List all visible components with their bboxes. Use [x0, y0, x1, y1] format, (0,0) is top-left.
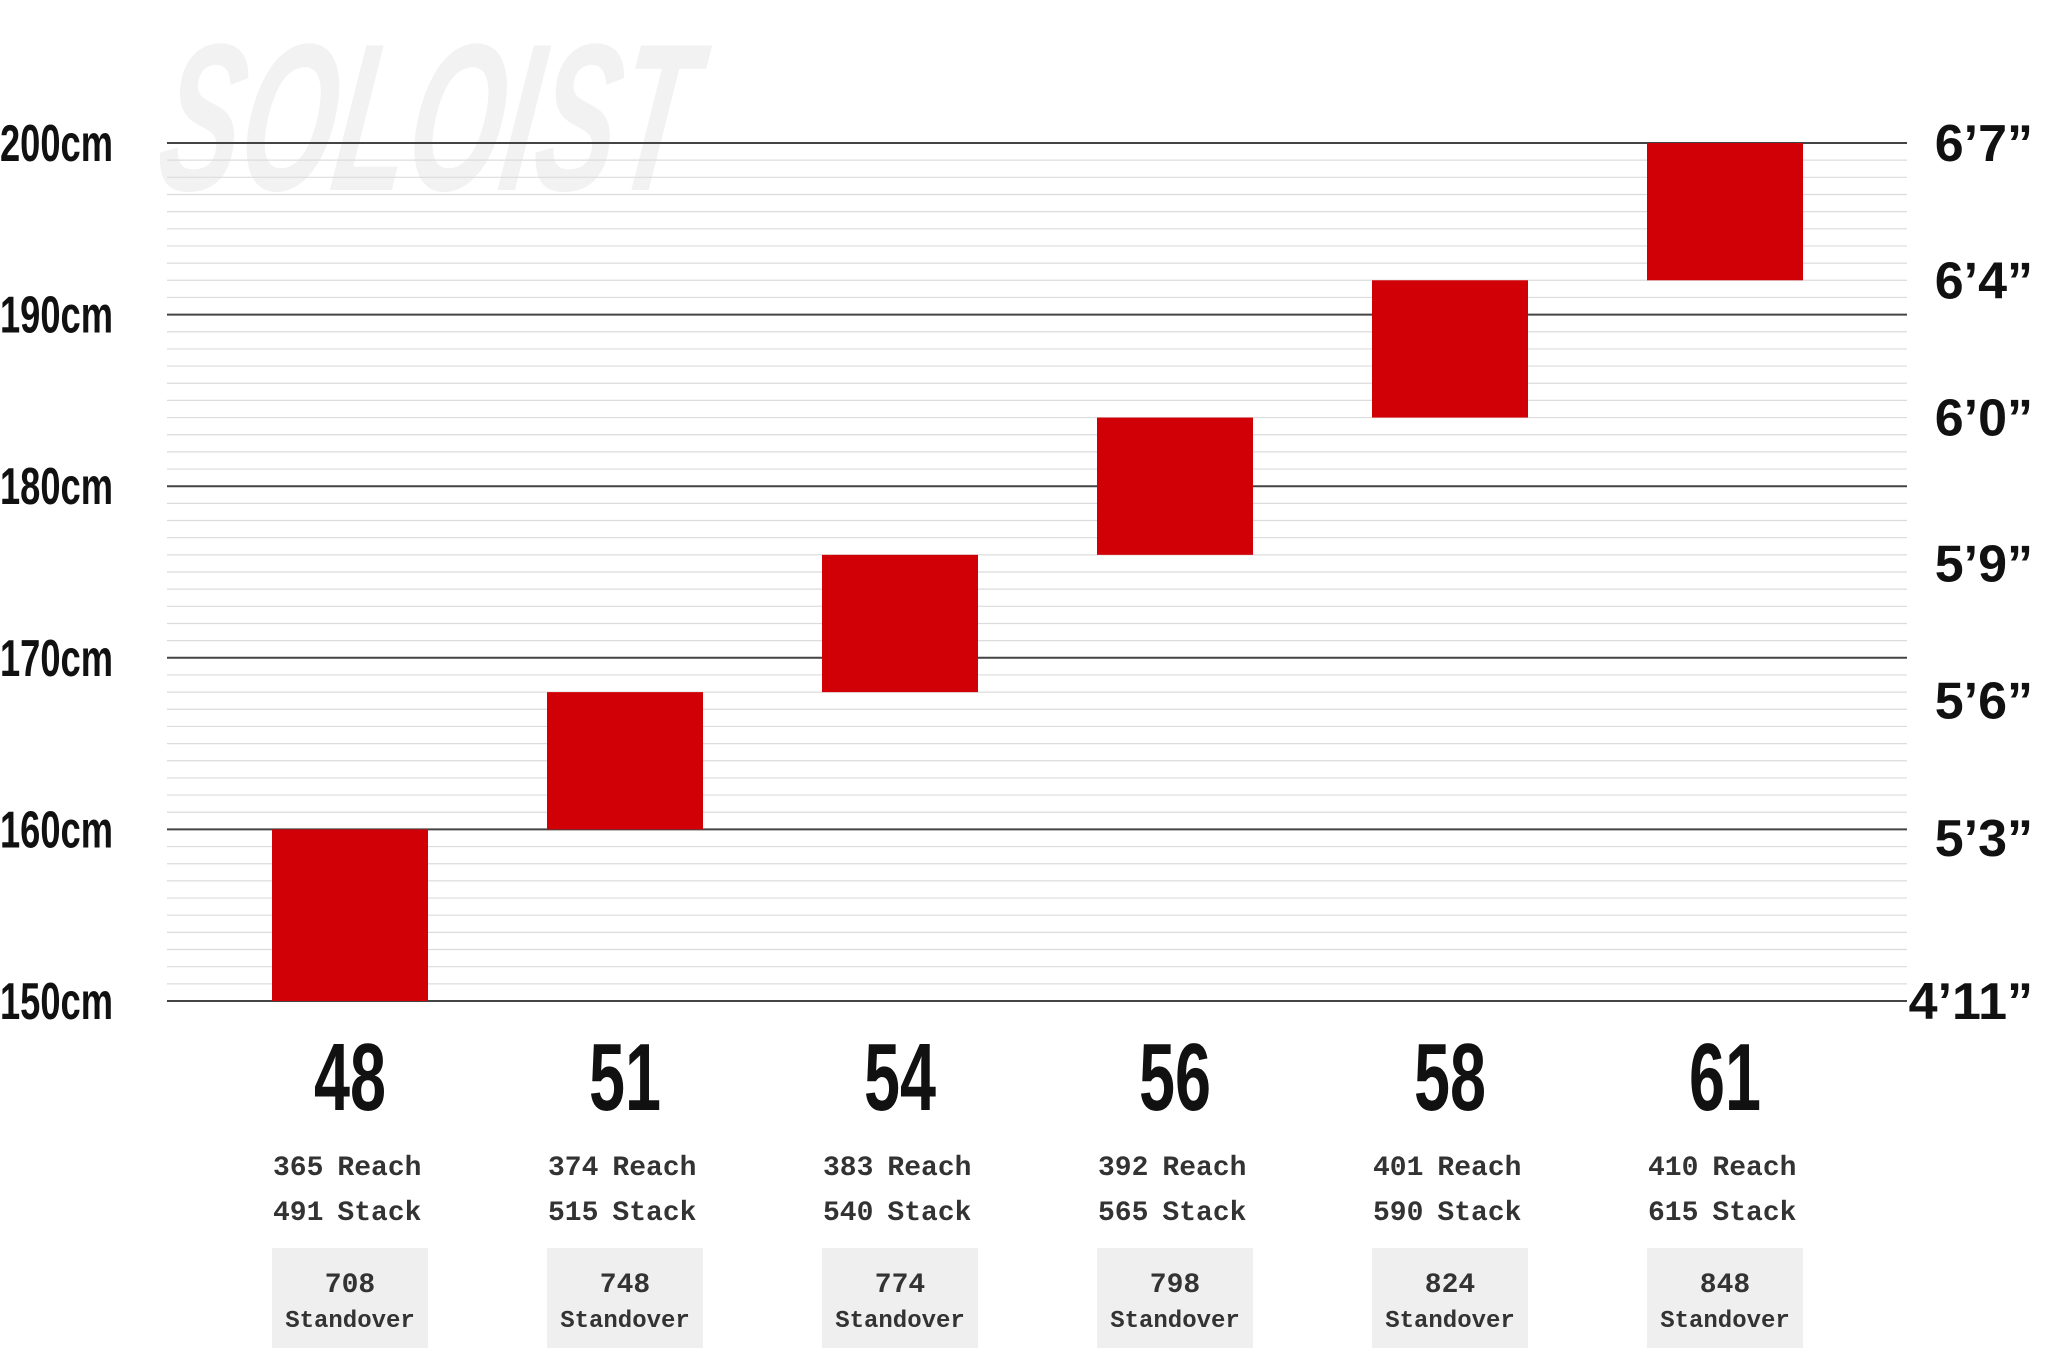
standover-label: Standover: [835, 1308, 965, 1335]
stack-number: 590: [1373, 1198, 1423, 1229]
reach-number: 401: [1373, 1153, 1423, 1184]
standover-value: 798: [1150, 1270, 1200, 1301]
stack-number: 515: [548, 1198, 598, 1229]
stack-label: Stack: [1162, 1198, 1246, 1229]
stack-value: 540 Stack: [823, 1198, 972, 1229]
standover-badge: [1647, 1248, 1803, 1348]
stack-value: 615 Stack: [1648, 1198, 1797, 1229]
left-axis-tick-label: 180cm: [0, 458, 113, 516]
watermark-logo: SOLOIST: [147, 0, 719, 235]
stack-value: 515 Stack: [548, 1198, 697, 1229]
reach-label: Reach: [1162, 1153, 1246, 1184]
reach-number: 392: [1098, 1153, 1148, 1184]
frame-size-label: 61: [1689, 1024, 1761, 1131]
stack-number: 615: [1648, 1198, 1698, 1229]
frame-size-label: 56: [1139, 1024, 1211, 1131]
height-range-bar: [1647, 143, 1803, 281]
left-axis-tick-label: 190cm: [0, 287, 113, 345]
right-axis-tick-label: 5’6”: [1935, 673, 2033, 731]
standover-badge: [822, 1248, 978, 1348]
height-range-bar: [272, 829, 428, 1001]
reach-value: 401 Reach: [1373, 1153, 1521, 1184]
reach-value: 365 Reach: [273, 1153, 421, 1184]
stack-label: Stack: [612, 1198, 696, 1229]
standover-value: 848: [1700, 1270, 1750, 1301]
right-axis-tick-label: 6’4”: [1935, 252, 2033, 310]
reach-value: 392 Reach: [1098, 1153, 1246, 1184]
reach-number: 374: [548, 1153, 598, 1184]
left-axis-tick-label: 170cm: [0, 630, 113, 688]
right-axis-tick-label: 6’0”: [1935, 390, 2033, 448]
standover-label: Standover: [1110, 1308, 1240, 1335]
left-axis: 200cm 190cm 180cm 170cm 160cm 150cm: [0, 115, 113, 1031]
reach-value: 410 Reach: [1648, 1153, 1796, 1184]
stack-number: 491: [273, 1198, 323, 1229]
right-axis-tick-label: 5’9”: [1935, 535, 2033, 593]
standover-value: 774: [875, 1270, 925, 1301]
reach-number: 365: [273, 1153, 323, 1184]
right-axis: 6’7” 6’4” 6’0” 5’9” 5’6” 5’3” 4’11”: [1909, 115, 2033, 1031]
reach-label: Reach: [887, 1153, 971, 1184]
right-axis-tick-label: 4’11”: [1909, 973, 2033, 1031]
left-axis-tick-label: 160cm: [0, 801, 113, 859]
standover-label: Standover: [560, 1308, 690, 1335]
standover-badge: [1097, 1248, 1253, 1348]
standover-label: Standover: [1660, 1308, 1790, 1335]
stack-value: 491 Stack: [273, 1198, 422, 1229]
stack-label: Stack: [887, 1198, 971, 1229]
reach-label: Reach: [1712, 1153, 1796, 1184]
standover-badge: [547, 1248, 703, 1348]
left-axis-tick-label: 150cm: [0, 973, 113, 1031]
grid: [167, 142, 1907, 1002]
standover-badge: [1372, 1248, 1528, 1348]
height-range-bar: [822, 554, 978, 693]
left-axis-tick-label: 200cm: [0, 115, 113, 173]
stack-number: 565: [1098, 1198, 1148, 1229]
bars: [272, 143, 1803, 1001]
height-range-bar: [1372, 280, 1528, 418]
right-axis-tick-label: 5’3”: [1935, 810, 2033, 868]
stack-label: Stack: [1437, 1198, 1521, 1229]
stack-number: 540: [823, 1198, 873, 1229]
reach-number: 410: [1648, 1153, 1698, 1184]
standover-label: Standover: [285, 1308, 415, 1335]
frame-size-label: 54: [864, 1024, 936, 1131]
standover-value: 748: [600, 1270, 650, 1301]
frame-size-label: 48: [314, 1024, 386, 1131]
reach-label: Reach: [1437, 1153, 1521, 1184]
stack-label: Stack: [1712, 1198, 1796, 1229]
standover-value: 824: [1425, 1270, 1475, 1301]
standover-label: Standover: [1385, 1308, 1515, 1335]
standover-badge: [272, 1248, 428, 1348]
height-range-bar: [1097, 417, 1253, 555]
reach-label: Reach: [612, 1153, 696, 1184]
stack-value: 565 Stack: [1098, 1198, 1247, 1229]
right-axis-tick-label: 6’7”: [1935, 115, 2033, 173]
stack-value: 590 Stack: [1373, 1198, 1522, 1229]
stack-label: Stack: [337, 1198, 421, 1229]
reach-value: 383 Reach: [823, 1153, 971, 1184]
frame-size-label: 51: [589, 1024, 661, 1131]
frame-size-label: 58: [1414, 1024, 1486, 1131]
height-range-bar: [547, 692, 703, 830]
reach-value: 374 Reach: [548, 1153, 696, 1184]
size-columns: 48 365 Reach 491 Stack 708 Standover 51 374 Reach…: [272, 1024, 1803, 1348]
reach-label: Reach: [337, 1153, 421, 1184]
reach-number: 383: [823, 1153, 873, 1184]
standover-value: 708: [325, 1270, 375, 1301]
